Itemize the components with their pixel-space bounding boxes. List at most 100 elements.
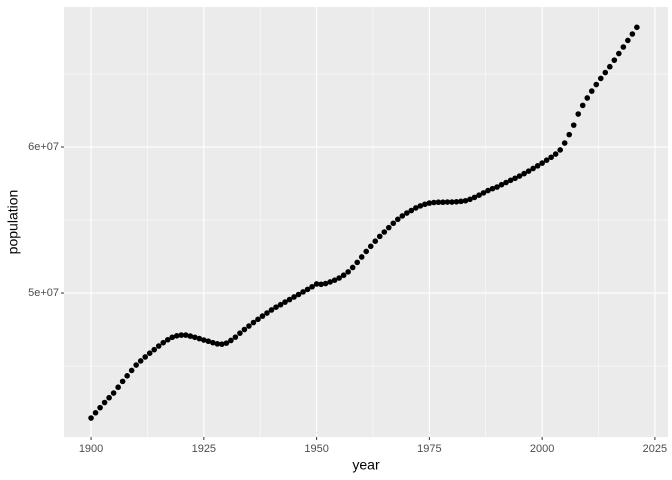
point: [205, 338, 212, 345]
point: [417, 203, 424, 209]
point: [192, 334, 198, 341]
point: [561, 140, 568, 146]
point: [444, 199, 451, 205]
point: [322, 280, 329, 287]
y-axis-label: population: [5, 190, 21, 255]
x-tick-label: 1900: [79, 443, 103, 455]
point: [304, 286, 311, 293]
point: [530, 165, 536, 172]
point: [295, 291, 302, 298]
point: [503, 179, 509, 186]
point: [494, 184, 500, 190]
point: [534, 163, 541, 169]
point: [345, 269, 351, 275]
y-tick-label: 5e+07: [28, 287, 59, 299]
point: [476, 192, 482, 199]
point: [137, 358, 144, 364]
point: [173, 333, 180, 339]
point: [201, 337, 207, 343]
point: [413, 205, 419, 211]
point: [164, 336, 171, 343]
point: [331, 277, 338, 283]
point: [611, 57, 618, 63]
point: [228, 337, 234, 344]
point: [358, 254, 365, 260]
point: [471, 194, 478, 201]
point: [404, 210, 410, 216]
point: [435, 199, 442, 206]
point: [408, 207, 415, 214]
point: [440, 199, 446, 206]
point: [182, 332, 189, 338]
point: [462, 197, 469, 204]
point: [246, 323, 252, 329]
point: [133, 362, 139, 368]
point: [282, 299, 288, 305]
point: [489, 185, 496, 192]
point: [318, 281, 324, 288]
point: [607, 63, 613, 70]
point: [602, 69, 609, 76]
point: [485, 187, 491, 194]
point: [570, 122, 577, 128]
point: [223, 340, 230, 346]
point: [539, 160, 545, 166]
points: [88, 24, 640, 421]
point: [277, 301, 284, 308]
point: [422, 201, 428, 208]
x-axis-label: year: [352, 457, 380, 473]
point: [634, 24, 640, 31]
point: [349, 264, 356, 271]
point: [616, 50, 622, 57]
point: [390, 220, 397, 227]
point: [543, 157, 550, 163]
point: [169, 334, 176, 341]
point: [119, 378, 126, 385]
point: [151, 346, 158, 353]
point: [548, 154, 554, 161]
point: [385, 224, 392, 231]
point: [88, 415, 94, 421]
x-tick-label: 1950: [304, 443, 328, 455]
point: [219, 341, 225, 347]
point: [431, 199, 437, 206]
point: [453, 198, 460, 205]
point: [525, 168, 532, 174]
point: [214, 341, 221, 347]
point: [458, 198, 464, 205]
point: [516, 173, 523, 179]
point: [399, 213, 406, 219]
point: [128, 367, 135, 374]
point: [521, 170, 527, 177]
point: [300, 289, 306, 295]
point: [124, 373, 130, 379]
point: [313, 281, 320, 287]
point: [372, 238, 379, 245]
grid: [64, 7, 668, 437]
point: [336, 275, 342, 281]
point: [155, 343, 162, 349]
point: [146, 350, 153, 356]
point: [354, 259, 361, 266]
point: [620, 44, 627, 50]
x-tick-label: 2000: [530, 443, 554, 455]
point: [92, 409, 99, 416]
point: [367, 243, 374, 250]
point: [426, 200, 433, 206]
point: [552, 151, 559, 157]
point: [115, 384, 121, 391]
point: [625, 37, 631, 44]
x-tick-label: 1975: [417, 443, 441, 455]
point: [593, 81, 600, 88]
point: [250, 319, 257, 326]
point: [101, 399, 108, 406]
point: [210, 339, 216, 346]
point: [241, 326, 248, 333]
point: [340, 272, 347, 279]
point: [97, 404, 103, 411]
panel: [64, 7, 668, 437]
point: [264, 310, 270, 316]
point: [363, 248, 370, 255]
point: [142, 354, 148, 360]
